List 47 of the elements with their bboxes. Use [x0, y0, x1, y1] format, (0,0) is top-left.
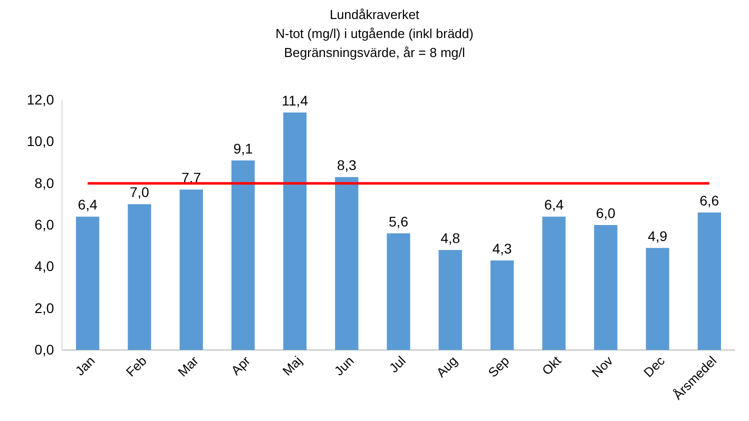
bar	[128, 204, 152, 350]
bar	[283, 112, 307, 350]
data-label: 4,9	[648, 228, 668, 244]
data-label: 4,3	[492, 240, 512, 256]
data-label: 4,8	[440, 230, 460, 246]
x-tick-label: Apr	[228, 352, 254, 378]
bar	[646, 248, 670, 350]
data-label: 6,0	[596, 205, 616, 221]
x-tick-label: Aug	[433, 353, 460, 380]
y-tick-label: 12,0	[26, 91, 54, 108]
bar	[335, 177, 358, 350]
x-tick-label: Jun	[331, 353, 357, 379]
data-label: 6,4	[544, 196, 564, 213]
x-tick-label: Jan	[72, 353, 98, 379]
y-tick-label: 4,0	[34, 258, 54, 274]
x-tick-label: Feb	[123, 353, 150, 380]
y-tick-label: 2,0	[34, 300, 54, 316]
y-tick-label: 8,0	[34, 174, 54, 191]
x-tick-label: Okt	[539, 352, 564, 378]
bar	[76, 216, 100, 350]
y-tick-label: 6,0	[34, 216, 54, 232]
data-label: 6,6	[700, 192, 720, 208]
data-label: 7,0	[130, 184, 150, 200]
data-label: 11,4	[282, 92, 308, 108]
x-tick-label: Nov	[588, 352, 616, 380]
x-tick-label: Dec	[640, 352, 668, 380]
bar	[231, 160, 255, 350]
data-label: 7,7	[182, 170, 202, 186]
y-tick-label: 0,0	[34, 341, 54, 358]
bar	[386, 233, 410, 350]
x-tick-label: Sep	[485, 353, 512, 380]
data-label: 5,6	[388, 213, 408, 230]
bar	[698, 212, 722, 350]
x-tick-label: Mar	[174, 352, 202, 380]
bar	[542, 216, 566, 350]
chart-subtitle: N-tot (mg/l) i utgående (inkl brädd) Begränsningsvärde, år = 8 mg/l	[276, 26, 474, 60]
bar	[180, 190, 203, 350]
y-tick-label: 10,0	[26, 133, 54, 150]
bar	[490, 260, 514, 350]
x-tick-label: Jul	[386, 353, 409, 376]
data-label: 9,1	[233, 140, 254, 156]
data-label: 6,4	[78, 196, 98, 213]
x-tick-label: Maj	[280, 353, 305, 379]
chart-title: Lundåkraverket	[330, 7, 420, 22]
bar	[438, 250, 462, 350]
bar	[594, 225, 618, 350]
data-label: 8,3	[336, 157, 357, 174]
